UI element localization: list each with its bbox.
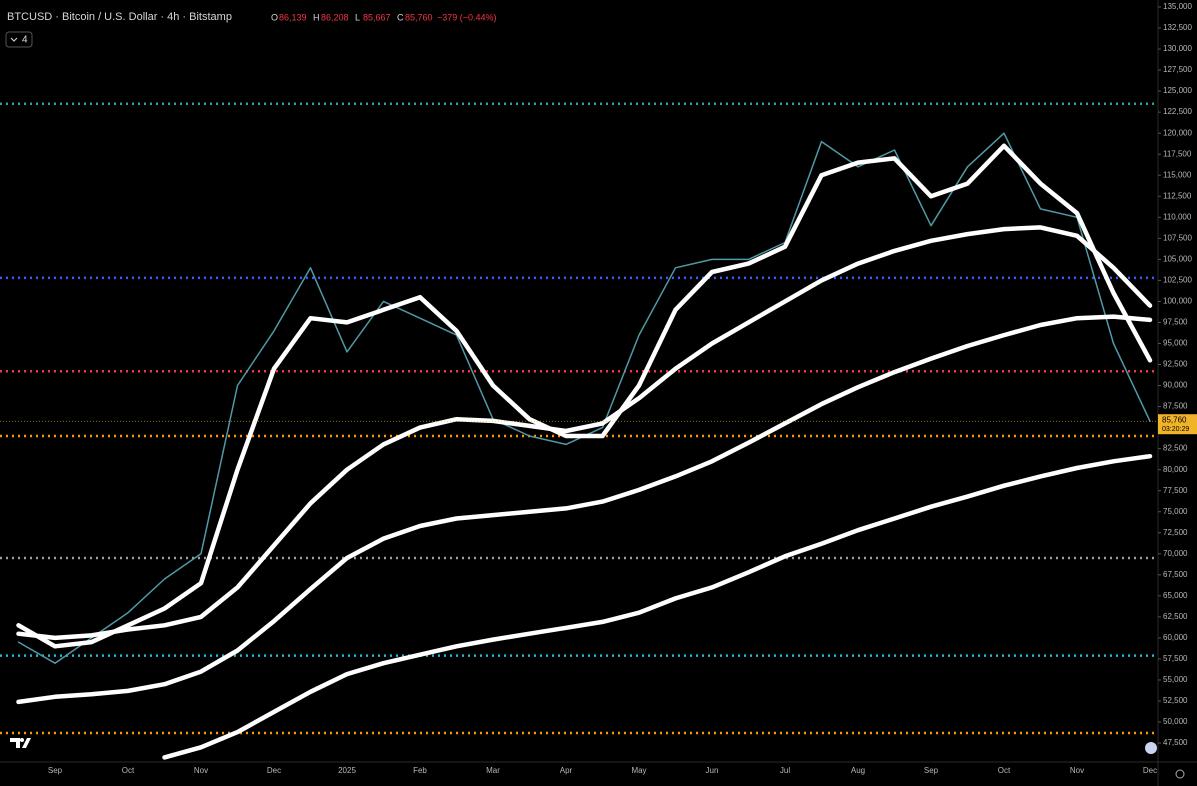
x-tick-label: Oct	[998, 766, 1011, 775]
y-tick-label: 105,000	[1163, 254, 1192, 263]
y-tick-label: 125,000	[1163, 86, 1192, 95]
x-tick-label: Dec	[267, 766, 281, 775]
y-tick-label: 102,500	[1163, 275, 1192, 284]
y-tick-label: 135,000	[1163, 2, 1192, 11]
settings-icon[interactable]	[1175, 769, 1185, 779]
y-tick-label: 92,500	[1163, 360, 1188, 369]
y-tick-label: 122,500	[1163, 107, 1192, 116]
x-tick-label: Feb	[413, 766, 427, 775]
tradingview-logo	[10, 738, 31, 748]
y-tick-label: 67,500	[1163, 570, 1188, 579]
ohlc-key: L	[355, 12, 360, 22]
x-tick-label: Jul	[780, 766, 790, 775]
y-tick-label: 115,000	[1163, 170, 1192, 179]
y-tick-label: 97,500	[1163, 318, 1188, 327]
y-tick-label: 132,500	[1163, 23, 1192, 32]
moving-average	[16, 314, 1153, 705]
y-tick-label: 120,000	[1163, 128, 1192, 137]
y-tick-label: 60,000	[1163, 633, 1188, 642]
chart-title: BTCUSD · Bitcoin / U.S. Dollar · 4h · Bi…	[7, 11, 232, 23]
ohlc-key: C	[397, 12, 404, 22]
ohlc-value: 85,667	[363, 12, 391, 22]
y-tick-label: 87,500	[1163, 402, 1188, 411]
x-tick-label: May	[631, 766, 646, 775]
y-tick-label: 72,500	[1163, 528, 1188, 537]
x-tick-label: Apr	[560, 766, 573, 775]
y-tick-label: 62,500	[1163, 612, 1188, 621]
y-tick-label: 95,000	[1163, 339, 1188, 348]
y-tick-label: 52,500	[1163, 696, 1188, 705]
y-tick-label: 77,500	[1163, 486, 1188, 495]
ohlc-value: 86,139	[279, 12, 307, 22]
flag-icon[interactable]	[1145, 742, 1157, 754]
y-tick-label: 90,000	[1163, 381, 1188, 390]
countdown-label: 03:20:29	[1162, 426, 1189, 433]
y-tick-label: 117,500	[1163, 149, 1192, 158]
y-tick-label: 130,000	[1163, 44, 1192, 53]
change-value: −379 (−0.44%)	[437, 12, 497, 22]
x-tick-label: Oct	[122, 766, 135, 775]
indicator-count: 4	[22, 35, 28, 46]
y-tick-label: 110,000	[1163, 212, 1192, 221]
x-tick-label: Jun	[706, 766, 719, 775]
y-tick-label: 47,500	[1163, 738, 1188, 747]
moving-average	[162, 453, 1153, 760]
y-tick-label: 112,500	[1163, 191, 1192, 200]
x-tick-label: 2025	[338, 766, 356, 775]
y-tick-label: 127,500	[1163, 65, 1192, 74]
x-tick-label: Nov	[194, 766, 208, 775]
y-tick-label: 57,500	[1163, 654, 1188, 663]
x-tick-label: Aug	[851, 766, 865, 775]
x-tick-label: Sep	[924, 766, 939, 775]
ohlc-key: H	[313, 12, 320, 22]
chevron-icon	[10, 37, 18, 42]
x-tick-label: Dec	[1143, 766, 1157, 775]
indicator-toggle[interactable]	[5, 31, 33, 48]
y-tick-label: 65,000	[1163, 591, 1188, 600]
y-tick-label: 80,000	[1163, 465, 1188, 474]
ohlc-key: O	[271, 12, 278, 22]
y-tick-label: 107,500	[1163, 233, 1192, 242]
y-tick-label: 100,000	[1163, 297, 1192, 306]
moving-average	[16, 225, 1153, 641]
y-tick-label: 55,000	[1163, 675, 1188, 684]
x-tick-label: Sep	[48, 766, 63, 775]
y-tick-label: 50,000	[1163, 717, 1188, 726]
moving-average	[16, 143, 1153, 649]
x-tick-label: Nov	[1070, 766, 1084, 775]
x-tick-label: Mar	[486, 766, 500, 775]
y-tick-label: 70,000	[1163, 549, 1188, 558]
ohlc-value: 86,208	[321, 12, 349, 22]
ohlc-value: 85,760	[405, 12, 433, 22]
last-price-label: 85,760	[1162, 415, 1187, 424]
y-tick-label: 75,000	[1163, 507, 1188, 516]
last-price-badge	[1158, 414, 1197, 435]
y-tick-label: 82,500	[1163, 444, 1188, 453]
